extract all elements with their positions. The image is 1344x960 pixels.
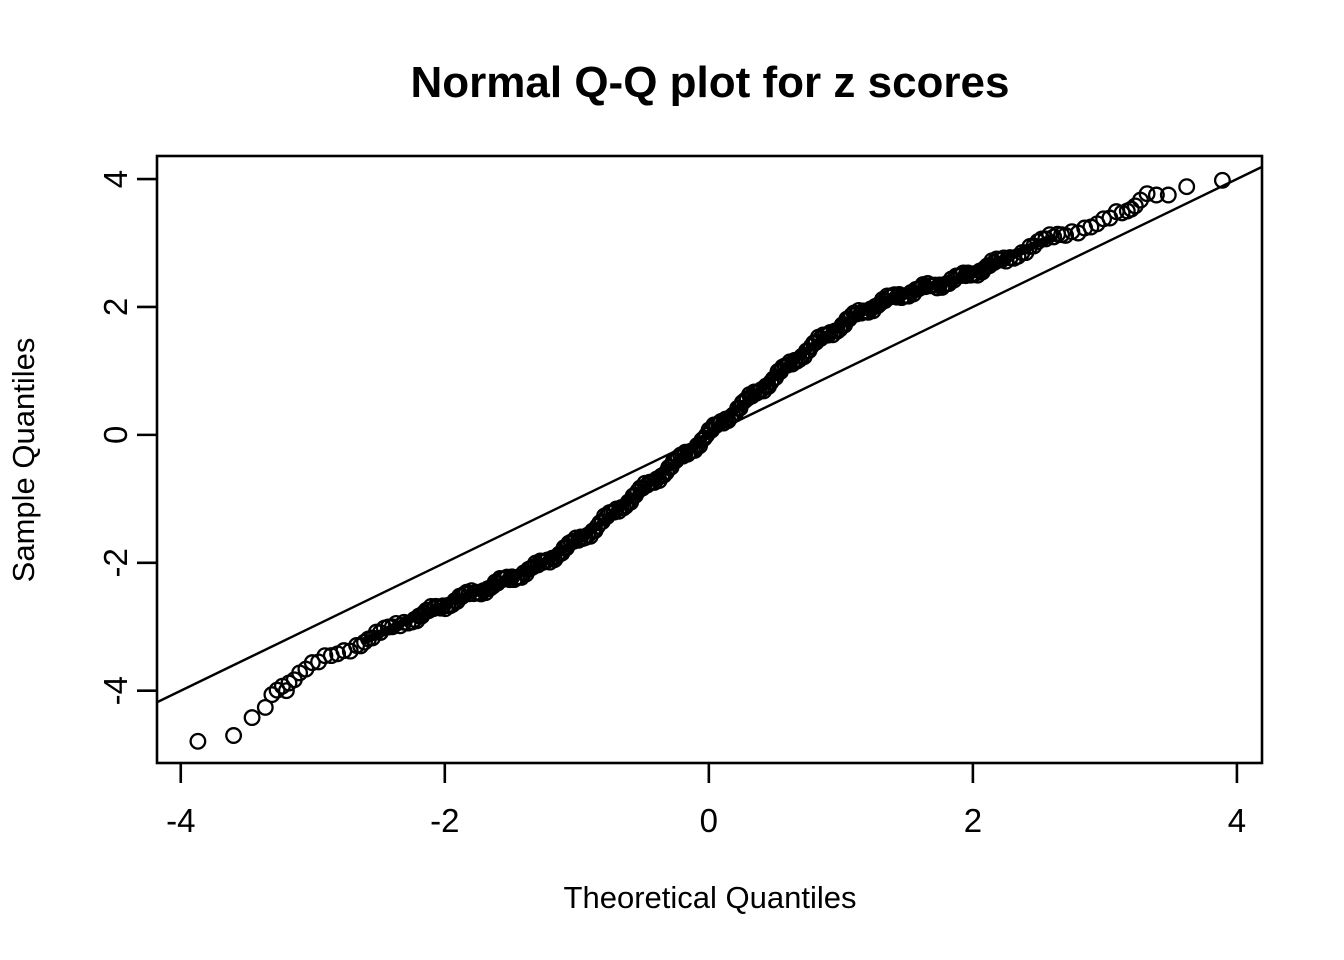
y-tick-label: 4 — [97, 170, 134, 188]
x-tick-label: 4 — [1228, 802, 1246, 839]
tail-point — [1147, 186, 1165, 204]
data-point-ring — [316, 647, 334, 665]
tail-point — [1122, 200, 1140, 218]
tail-point — [285, 671, 303, 689]
tail-point — [256, 698, 274, 716]
plot-title: Normal Q-Q plot for z scores — [411, 58, 1010, 107]
tail-point — [1213, 171, 1231, 189]
data-point-ring — [1045, 228, 1063, 246]
x-tick-label: 0 — [700, 802, 718, 839]
data-point-ring — [1095, 210, 1113, 228]
x-tick-label: -2 — [430, 802, 459, 839]
tail-point — [1138, 185, 1156, 203]
data-point-ring — [356, 633, 373, 651]
tail-point — [189, 732, 207, 750]
y-axis-label: Sample Quantiles — [6, 338, 41, 583]
x-tick-label: 2 — [964, 802, 982, 839]
y-tick-label: 0 — [97, 426, 134, 444]
data-point-ring — [391, 617, 409, 635]
tail-point — [1126, 197, 1144, 215]
data-point-ring — [501, 571, 518, 589]
y-tick-label: -2 — [97, 548, 134, 577]
x-axis-label: Theoretical Quantiles — [564, 880, 857, 915]
x-tick-label: -4 — [166, 802, 195, 839]
tail-point — [225, 727, 243, 744]
tail-point — [277, 682, 295, 700]
tail-point — [1178, 178, 1196, 196]
plot-area: -4 -2 0 2 4 -4 -2 0 2 4 — [97, 154, 1264, 839]
y-tick-label: -4 — [97, 676, 134, 705]
y-tick-label: 2 — [97, 298, 134, 316]
data-point-ring — [1009, 247, 1027, 265]
tail-point — [1159, 186, 1177, 204]
tail-point — [243, 709, 261, 727]
data-point-ring — [303, 654, 321, 672]
